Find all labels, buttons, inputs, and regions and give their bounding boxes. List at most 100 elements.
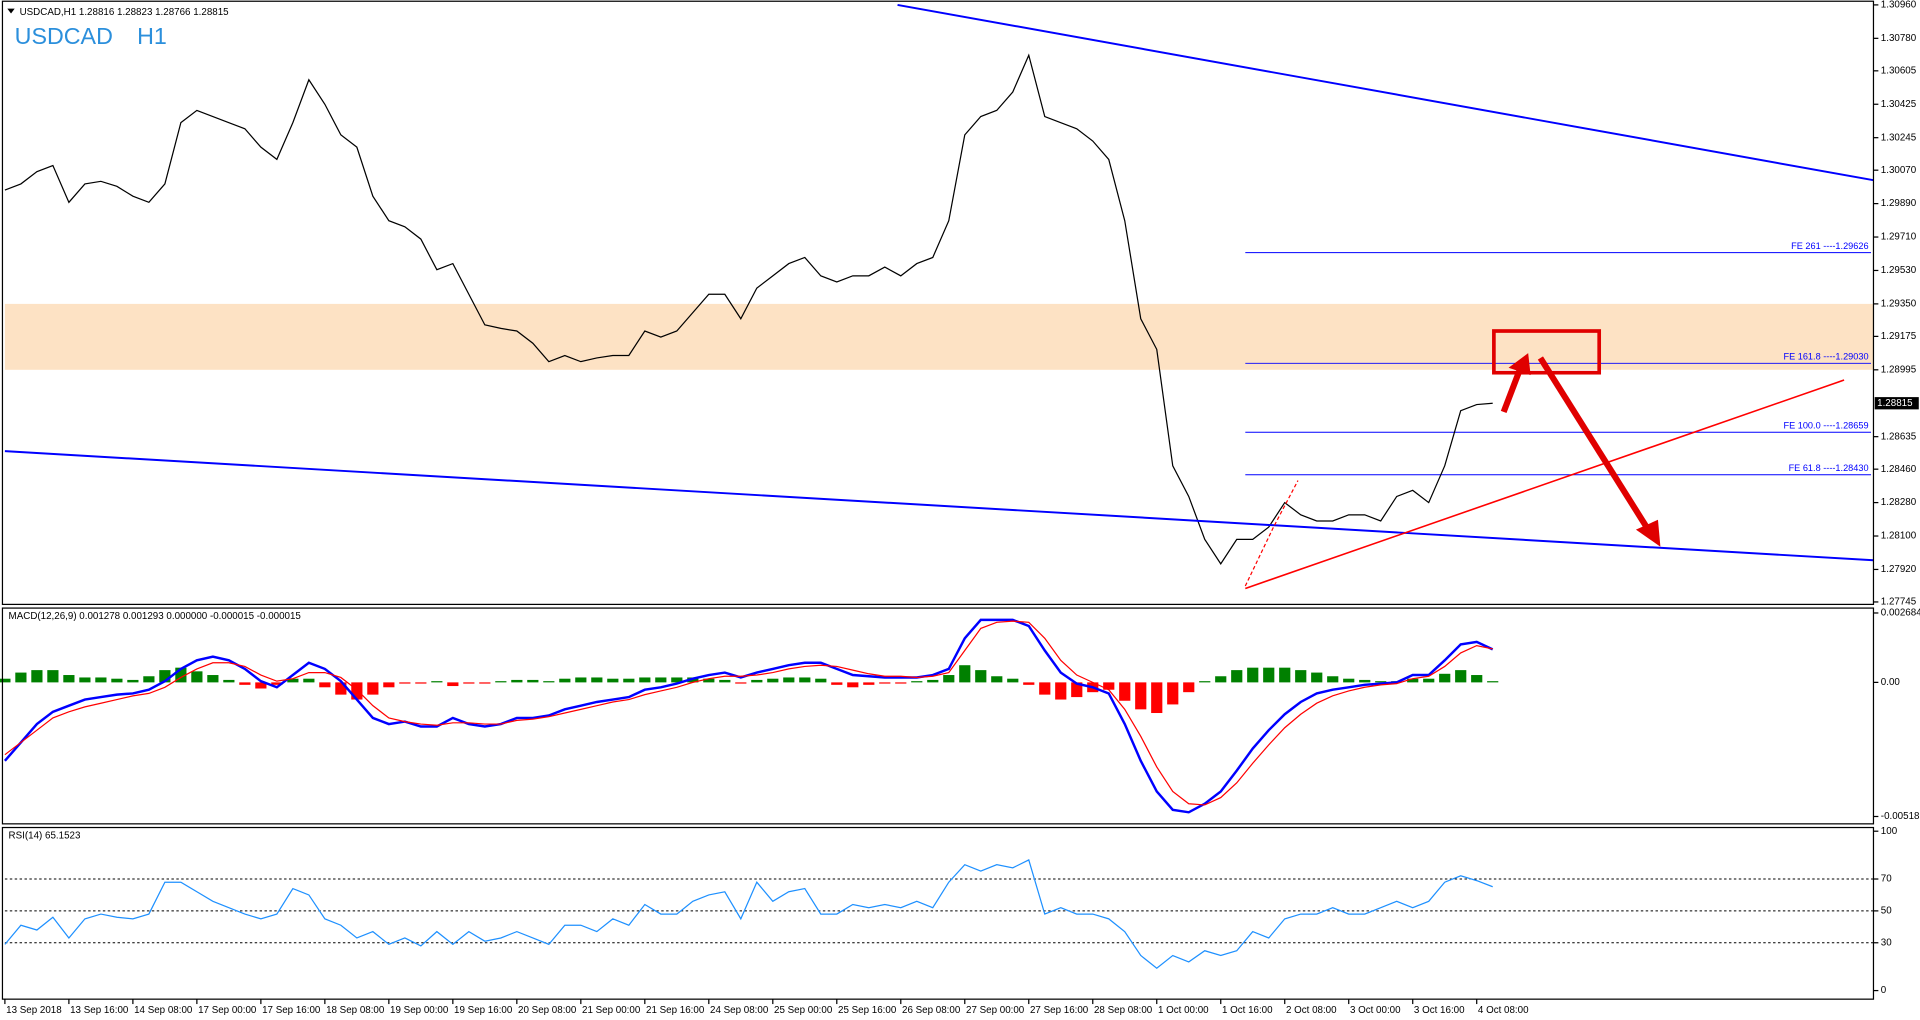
histogram-bar (799, 677, 811, 683)
histogram-bar (1023, 682, 1035, 685)
y-tick-label: 100 (1881, 826, 1898, 837)
y-tick-label: 0.002684 (1881, 608, 1920, 619)
frames (1, 0, 1875, 1000)
histogram-bar (447, 682, 459, 687)
x-tick-label: 21 Sep 16:00 (646, 1005, 705, 1016)
timeframe-label: H1 (137, 23, 167, 49)
histogram-bar (511, 679, 523, 683)
x-tick-label: 19 Sep 00:00 (390, 1005, 449, 1016)
histogram-bar (1103, 682, 1115, 690)
histogram-bar (319, 682, 331, 688)
indicator-title: MACD(12,26,9) 0.001278 0.001293 0.000000… (9, 611, 302, 622)
histogram-bar (1311, 672, 1323, 683)
histogram-bar (639, 677, 651, 683)
trend-line (4, 450, 1874, 562)
underlay (4, 252, 1874, 944)
histogram-bar (63, 675, 75, 683)
histogram-bar (1135, 682, 1147, 710)
histogram-bar (783, 677, 795, 683)
y-tick-label: 1.27920 (1881, 564, 1917, 575)
x-tick-label: 2 Oct 08:00 (1286, 1005, 1337, 1016)
x-tick-label: 13 Sep 2018 (6, 1005, 62, 1016)
histogram-bar (495, 681, 507, 683)
histogram-bar (191, 671, 203, 683)
histogram-bar (959, 665, 971, 683)
trend-line (1245, 379, 1845, 590)
histogram-bar (1343, 678, 1355, 683)
histogram-bar (383, 682, 395, 688)
histogram-bar (287, 678, 299, 683)
y-tick-label: 0 (1881, 985, 1887, 996)
histogram-bar (175, 667, 187, 683)
series-line (3, 618, 1494, 814)
y-tick-label: 1.30425 (1881, 99, 1917, 110)
histogram-bar (1359, 679, 1371, 683)
histogram-bar (1151, 682, 1163, 714)
last-price-box (1874, 397, 1919, 410)
indicator-title: RSI(14) 65.1523 (9, 831, 81, 842)
histogram-bar (623, 678, 635, 683)
histogram-bar (895, 682, 907, 684)
histogram-bar (1167, 682, 1179, 705)
histogram-bar (255, 682, 267, 689)
fibo-expansion-line (1244, 480, 1299, 587)
x-tick-label: 21 Sep 00:00 (582, 1005, 641, 1016)
histogram-bar (479, 682, 491, 684)
last-price-label: 1.28815 (1877, 398, 1913, 409)
histogram-bar (703, 678, 715, 683)
histogram-bar (79, 677, 91, 683)
x-tick-label: 27 Sep 00:00 (966, 1005, 1025, 1016)
histogram-bar (1375, 681, 1387, 683)
histogram-bar (1407, 678, 1419, 683)
y-tick-label: 1.30780 (1881, 33, 1917, 44)
histogram-bar (991, 676, 1003, 683)
chart-header: USDCAD,H1 1.28816 1.28823 1.28766 1.2881… (20, 7, 230, 18)
histogram-bar (1263, 667, 1275, 683)
histogram-bar (1279, 667, 1291, 683)
histogram-bar (1247, 667, 1259, 683)
x-tick-label: 13 Sep 16:00 (70, 1005, 129, 1016)
histogram-bar (207, 675, 219, 683)
histogram-bar (0, 678, 11, 683)
series-line (4, 53, 1493, 565)
y-tick-label: 0.00 (1881, 677, 1901, 688)
x-tick-label: 1 Oct 00:00 (1158, 1005, 1209, 1016)
histogram-bar (15, 672, 27, 683)
histogram-bar (223, 679, 235, 683)
y-tick-label: 1.29350 (1881, 298, 1917, 309)
histogram-bar (735, 682, 747, 684)
histogram-bar (1455, 670, 1467, 683)
histogram-bar (847, 682, 859, 688)
x-tick-label: 3 Oct 16:00 (1414, 1005, 1465, 1016)
histogram-bar (943, 675, 955, 683)
histogram-bar (399, 682, 411, 684)
histogram-bar (543, 681, 555, 683)
histogram-bar (1119, 682, 1131, 701)
arrow (1500, 369, 1523, 414)
histogram-bar (1215, 676, 1227, 683)
sr-zone (4, 303, 1874, 370)
histogram-bar (591, 677, 603, 683)
histogram-bar (111, 678, 123, 683)
y-tick-label: 1.28635 (1881, 431, 1917, 442)
trend-line (897, 3, 1874, 182)
histogram-bar (1199, 681, 1211, 683)
y-tick-label: 1.28280 (1881, 497, 1917, 508)
series-line (4, 859, 1493, 970)
x-tick-label: 25 Sep 16:00 (838, 1005, 897, 1016)
x-tick-label: 4 Oct 08:00 (1478, 1005, 1529, 1016)
histogram-bar (927, 679, 939, 683)
x-tick-label: 19 Sep 16:00 (454, 1005, 513, 1016)
y-tick-label: 30 (1881, 937, 1892, 948)
histogram-bar (463, 682, 475, 684)
histogram-bar (31, 670, 43, 683)
x-tick-label: 20 Sep 08:00 (518, 1005, 577, 1016)
menu-arrow[interactable] (7, 8, 15, 14)
histogram-bar (607, 678, 619, 683)
marks (0, 53, 1499, 970)
y-tick-label: 1.30960 (1881, 0, 1917, 11)
y-tick-label: 1.28100 (1881, 531, 1917, 542)
arrow (1537, 356, 1651, 532)
